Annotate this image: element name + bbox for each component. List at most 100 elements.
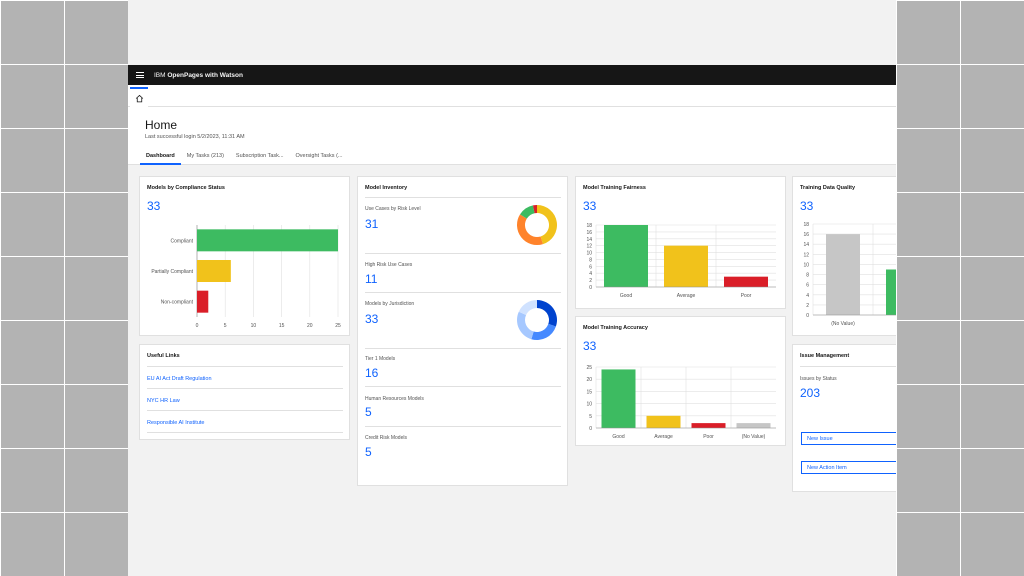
model-inventory-card: Model Inventory Use Cases by Risk Level … [357, 176, 568, 486]
category-label: Average [677, 293, 696, 299]
fairness-total[interactable]: 33 [583, 199, 597, 213]
credit-risk-label: Credit Risk Models [365, 435, 407, 441]
bar-poor [724, 276, 768, 287]
category-label: Poor [703, 434, 714, 440]
useful-links-card: Useful Links EU AI Act Draft Regulation … [139, 344, 350, 440]
y-tick-label: 10 [586, 402, 592, 408]
bar-partially-compliant [197, 260, 231, 282]
y-tick-label: 12 [803, 252, 809, 258]
tab-oversight-tasks[interactable]: Oversight Tasks (... [295, 153, 343, 159]
category-label: Non-compliant [161, 300, 194, 306]
y-tick-label: 0 [589, 285, 592, 291]
risk-level-value[interactable]: 31 [365, 217, 379, 231]
category-label: Compliant [170, 238, 193, 244]
model-inventory-title: Model Inventory [365, 185, 408, 191]
links-divider [147, 432, 343, 433]
compliance-total[interactable]: 33 [147, 199, 161, 213]
y-tick-label: 14 [803, 242, 809, 248]
high-risk-label: High Risk Use Cases [365, 262, 413, 268]
category-label: Poor [741, 293, 752, 299]
tier1-value[interactable]: 16 [365, 366, 379, 380]
y-tick-label: 10 [803, 262, 809, 268]
data-quality-title: Training Data Quality [800, 185, 856, 191]
fairness-card: Model Training Fairness 33 0 2 4 6 8 10 12 14 16… [575, 176, 786, 309]
tab-my-tasks[interactable]: My Tasks (213) [186, 153, 224, 159]
link-nyc-hr-law[interactable]: NYC HR Law [147, 398, 180, 404]
y-tick-label: 16 [586, 230, 592, 236]
links-divider [147, 366, 343, 367]
fairness-title: Model Training Fairness [583, 185, 646, 191]
risk-level-donut [517, 205, 557, 245]
y-tick-label: 8 [589, 257, 592, 263]
accuracy-chart: 0 5 10 15 20 25 Good Average Poor (No Value) [586, 365, 776, 440]
donut-slice [517, 214, 543, 245]
useful-links-title: Useful Links [147, 353, 180, 359]
app-window: IBM OpenPages with Watson Home Last succ… [128, 0, 896, 576]
category-label: Good [612, 434, 624, 440]
hr-models-value[interactable]: 5 [365, 405, 372, 419]
home-icon [135, 94, 143, 102]
link-responsible-ai[interactable]: Responsible AI Institute [147, 420, 205, 426]
y-tick-label: 12 [586, 244, 592, 250]
y-tick-label: 18 [586, 223, 592, 229]
y-tick-label: 6 [589, 264, 592, 270]
tab-subscription-tasks[interactable]: Subscription Task... [235, 153, 284, 159]
y-tick-label: 10 [586, 251, 592, 257]
home-tab[interactable] [130, 87, 148, 107]
y-tick-label: 0 [589, 426, 592, 432]
y-tick-label: 6 [806, 283, 809, 289]
links-divider [147, 388, 343, 389]
new-action-item-button[interactable]: New Action Item [801, 461, 896, 474]
risk-level-label: Use Cases by Risk Level [365, 206, 421, 212]
compliance-title: Models by Compliance Status [147, 185, 225, 191]
x-tick-label: 15 [279, 323, 285, 329]
category-label: (No Value) [831, 321, 855, 327]
issues-divider [800, 366, 896, 367]
y-tick-label: 0 [806, 313, 809, 319]
donut-slice [517, 311, 534, 340]
inventory-divider [365, 253, 561, 254]
issues-total[interactable]: 203 [800, 386, 821, 400]
last-login-text: Last successful login 5/2/2023, 11:31 AM [145, 134, 245, 140]
y-tick-label: 2 [806, 303, 809, 309]
tab-dashboard[interactable]: Dashboard [140, 151, 181, 165]
bar-non-compliant [197, 290, 209, 313]
x-tick-label: 10 [251, 323, 257, 329]
high-risk-value[interactable]: 11 [365, 272, 378, 286]
page-title: Home [145, 118, 178, 132]
y-tick-label: 16 [803, 232, 809, 238]
menu-icon[interactable] [130, 65, 150, 85]
hr-models-label: Human Resources Models [365, 396, 424, 402]
accuracy-title: Model Training Accuracy [583, 325, 648, 331]
donut-slice [537, 205, 557, 245]
new-issue-button[interactable]: New Issue [801, 432, 896, 445]
jurisdiction-value[interactable]: 33 [365, 312, 379, 326]
app-title[interactable]: IBM OpenPages with Watson [154, 72, 243, 79]
donut-slice [532, 205, 537, 214]
bar-average [664, 245, 708, 287]
data-quality-total[interactable]: 33 [800, 199, 814, 213]
accuracy-card: Model Training Accuracy 33 0 5 10 15 20 25 Goo… [575, 316, 786, 446]
inventory-divider [365, 292, 561, 293]
bar-poor [691, 423, 726, 428]
dashboard-tabs: Dashboard My Tasks (213) Subscription Ta… [140, 151, 348, 165]
accuracy-total[interactable]: 33 [583, 339, 597, 353]
inventory-divider [365, 348, 561, 349]
donut-slice [537, 300, 557, 327]
inventory-divider [365, 426, 561, 427]
issues-status-label: Issues by Status [800, 376, 837, 382]
jurisdiction-donut [517, 300, 557, 340]
bar-good [886, 269, 896, 315]
x-tick-label: 25 [335, 323, 341, 329]
x-tick-label: 20 [307, 323, 313, 329]
page-header: Home Last successful login 5/2/2023, 11:… [128, 107, 896, 165]
credit-risk-value[interactable]: 5 [365, 445, 372, 459]
issue-management-title: Issue Management [800, 353, 850, 359]
compliance-chart: 0 5 10 15 20 25 Compliant Partially Compliant No… [151, 225, 341, 329]
bar--no-value- [736, 423, 771, 428]
donut-slice [531, 323, 556, 340]
jurisdiction-label: Models by Jurisdiction [365, 301, 415, 307]
y-tick-label: 25 [586, 365, 592, 371]
link-eu-ai-act[interactable]: EU AI Act Draft Regulation [147, 376, 212, 382]
